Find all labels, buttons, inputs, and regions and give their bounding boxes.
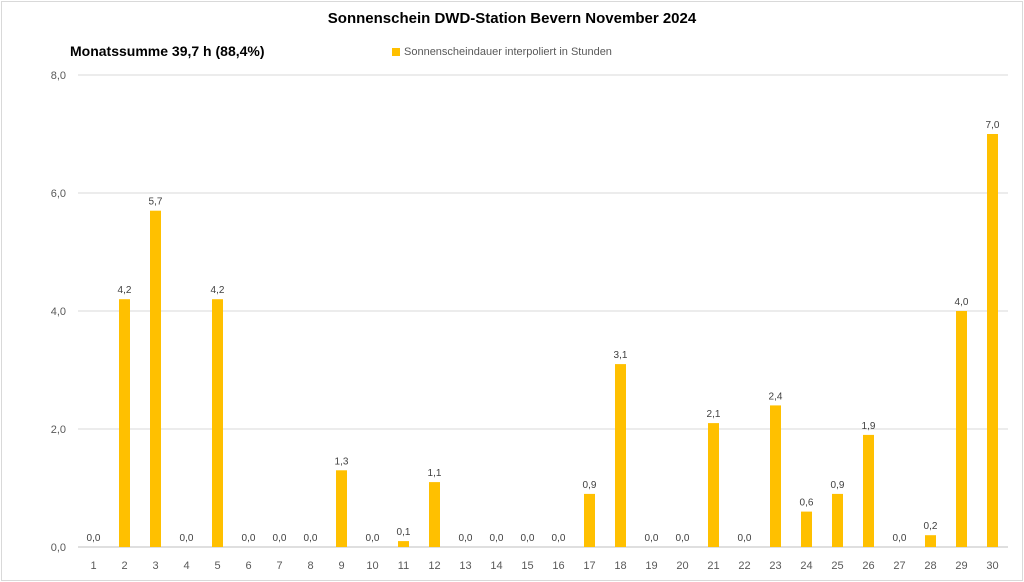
x-tick-label: 16	[552, 560, 564, 572]
data-label: 7,0	[986, 120, 1000, 131]
bar	[336, 470, 347, 547]
bar	[398, 541, 409, 547]
data-label: 0,0	[893, 533, 907, 544]
bar	[863, 434, 874, 547]
x-tick-label: 18	[614, 560, 626, 572]
x-tick-label: 1	[90, 560, 96, 572]
x-tick-label: 5	[214, 560, 220, 572]
bar	[150, 210, 161, 547]
x-tick-label: 21	[707, 560, 719, 572]
x-tick-label: 9	[338, 560, 344, 572]
data-label: 0,2	[924, 521, 938, 532]
data-label: 0,9	[583, 480, 597, 491]
x-tick-label: 27	[893, 560, 905, 572]
x-tick-label: 10	[366, 560, 378, 572]
bar	[212, 299, 223, 547]
x-tick-label: 6	[245, 560, 251, 572]
data-label: 0,0	[645, 533, 659, 544]
x-tick-label: 28	[924, 560, 936, 572]
bar	[615, 364, 626, 547]
legend-swatch	[392, 48, 400, 56]
data-label: 0,0	[676, 533, 690, 544]
data-label: 0,6	[800, 498, 814, 509]
data-label: 3,1	[614, 350, 628, 361]
x-tick-label: 24	[800, 560, 812, 572]
data-label: 0,0	[366, 533, 380, 544]
x-tick-label: 8	[307, 560, 313, 572]
bar	[119, 299, 130, 547]
y-tick-label: 6,0	[51, 188, 66, 200]
data-label: 0,0	[459, 533, 473, 544]
x-tick-label: 3	[152, 560, 158, 572]
x-tick-label: 13	[459, 560, 471, 572]
bar	[956, 311, 967, 547]
data-label: 4,2	[211, 285, 225, 296]
bar	[770, 405, 781, 547]
data-label: 0,0	[490, 533, 504, 544]
bar	[801, 511, 812, 547]
data-label: 0,1	[397, 527, 411, 538]
bar	[429, 482, 440, 547]
y-tick-label: 4,0	[51, 306, 66, 318]
data-label: 0,0	[304, 533, 318, 544]
data-label: 0,0	[87, 533, 101, 544]
x-tick-label: 22	[738, 560, 750, 572]
data-label: 2,4	[769, 391, 783, 402]
bar	[584, 493, 595, 547]
x-tick-label: 30	[986, 560, 998, 572]
data-label: 0,0	[180, 533, 194, 544]
data-label: 1,9	[862, 421, 876, 432]
data-label: 1,3	[335, 456, 349, 467]
x-tick-label: 19	[645, 560, 657, 572]
legend-label: Sonnenscheindauer interpoliert in Stunde…	[404, 46, 612, 58]
data-label: 0,0	[738, 533, 752, 544]
data-label: 0,0	[273, 533, 287, 544]
data-label: 0,9	[831, 480, 845, 491]
data-label: 0,0	[552, 533, 566, 544]
data-label: 0,0	[521, 533, 535, 544]
data-label: 4,2	[118, 285, 132, 296]
y-tick-label: 2,0	[51, 424, 66, 436]
bar	[925, 535, 936, 547]
x-tick-label: 26	[862, 560, 874, 572]
chart-title: Sonnenschein DWD-Station Bevern November…	[327, 10, 697, 27]
data-label: 1,1	[428, 468, 442, 479]
x-tick-label: 2	[121, 560, 127, 572]
x-tick-label: 20	[676, 560, 688, 572]
x-tick-label: 15	[521, 560, 533, 572]
x-tick-label: 7	[276, 560, 282, 572]
bar	[832, 493, 843, 547]
x-tick-label: 14	[490, 560, 502, 572]
bar	[708, 423, 719, 547]
x-tick-label: 11	[398, 560, 409, 572]
legend: Sonnenscheindauer interpoliert in Stunde…	[392, 46, 612, 58]
data-label: 5,7	[149, 197, 163, 208]
x-tick-label: 29	[955, 560, 967, 572]
x-tick-label: 25	[831, 560, 843, 572]
x-tick-label: 4	[183, 560, 189, 572]
bar	[987, 134, 998, 547]
y-tick-label: 8,0	[51, 70, 66, 82]
data-label: 4,0	[955, 297, 969, 308]
y-tick-label: 0,0	[51, 542, 66, 554]
monthly-total-annotation: Monatssumme 39,7 h (88,4%)	[70, 43, 265, 59]
data-label: 0,0	[242, 533, 256, 544]
x-tick-label: 12	[428, 560, 440, 572]
data-label: 2,1	[707, 409, 721, 420]
x-tick-label: 17	[583, 560, 595, 572]
x-tick-label: 23	[769, 560, 781, 572]
